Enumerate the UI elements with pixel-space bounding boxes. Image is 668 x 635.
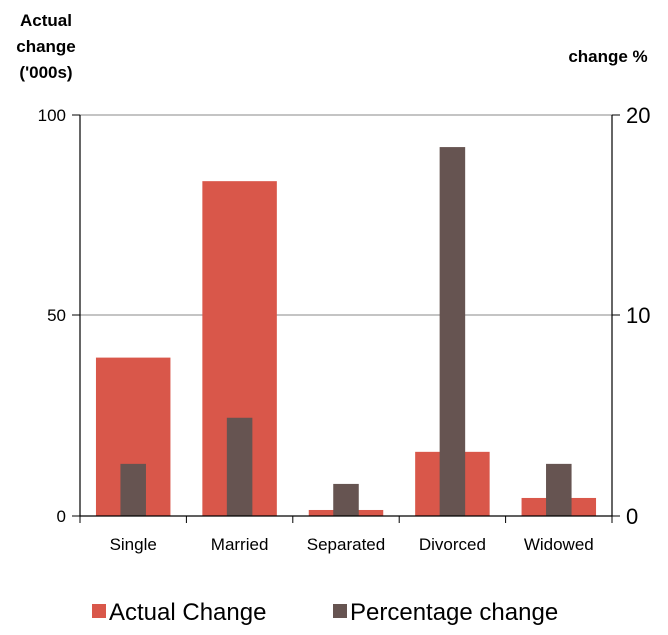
y-right-tick-label: 0 — [626, 504, 638, 529]
x-tick-label: Married — [211, 535, 269, 554]
y-right-tick-label: 10 — [626, 303, 650, 328]
x-axis-group: Single Married Separated Divorced Widowed — [79, 516, 613, 554]
y-left-title-line-1: Actual — [20, 11, 72, 30]
y-right-tick-label: 20 — [626, 103, 650, 128]
bar-percentage-change-widowed — [546, 463, 572, 516]
legend-label-actual-change: Actual Change — [109, 599, 266, 626]
x-tick-label: Single — [110, 535, 157, 554]
x-tick-label: Separated — [307, 535, 385, 554]
bar-percentage-change-divorced — [439, 147, 466, 516]
legend-label-percentage-change: Percentage change — [350, 599, 558, 626]
legend-swatch-percentage-change — [333, 604, 347, 618]
y-right-title: change % — [568, 47, 647, 66]
legend-swatch-actual-change — [92, 604, 106, 618]
x-tick-label: Divorced — [419, 535, 486, 554]
bar-percentage-change-single — [120, 463, 146, 516]
x-tick-label: Widowed — [524, 535, 594, 554]
y-left-tick-label: 100 — [38, 106, 66, 125]
bar-percentage-change-married — [226, 417, 253, 516]
y-left-title-line-2: change — [16, 37, 76, 56]
y-left-tick-label: 50 — [47, 306, 66, 325]
bars-group — [95, 147, 597, 517]
bar-percentage-change-separated — [333, 483, 359, 516]
y-left-tick-label: 0 — [57, 507, 66, 526]
legend: Actual Change Percentage change — [92, 599, 558, 626]
y-left-title-line-3: ('000s) — [19, 63, 72, 82]
